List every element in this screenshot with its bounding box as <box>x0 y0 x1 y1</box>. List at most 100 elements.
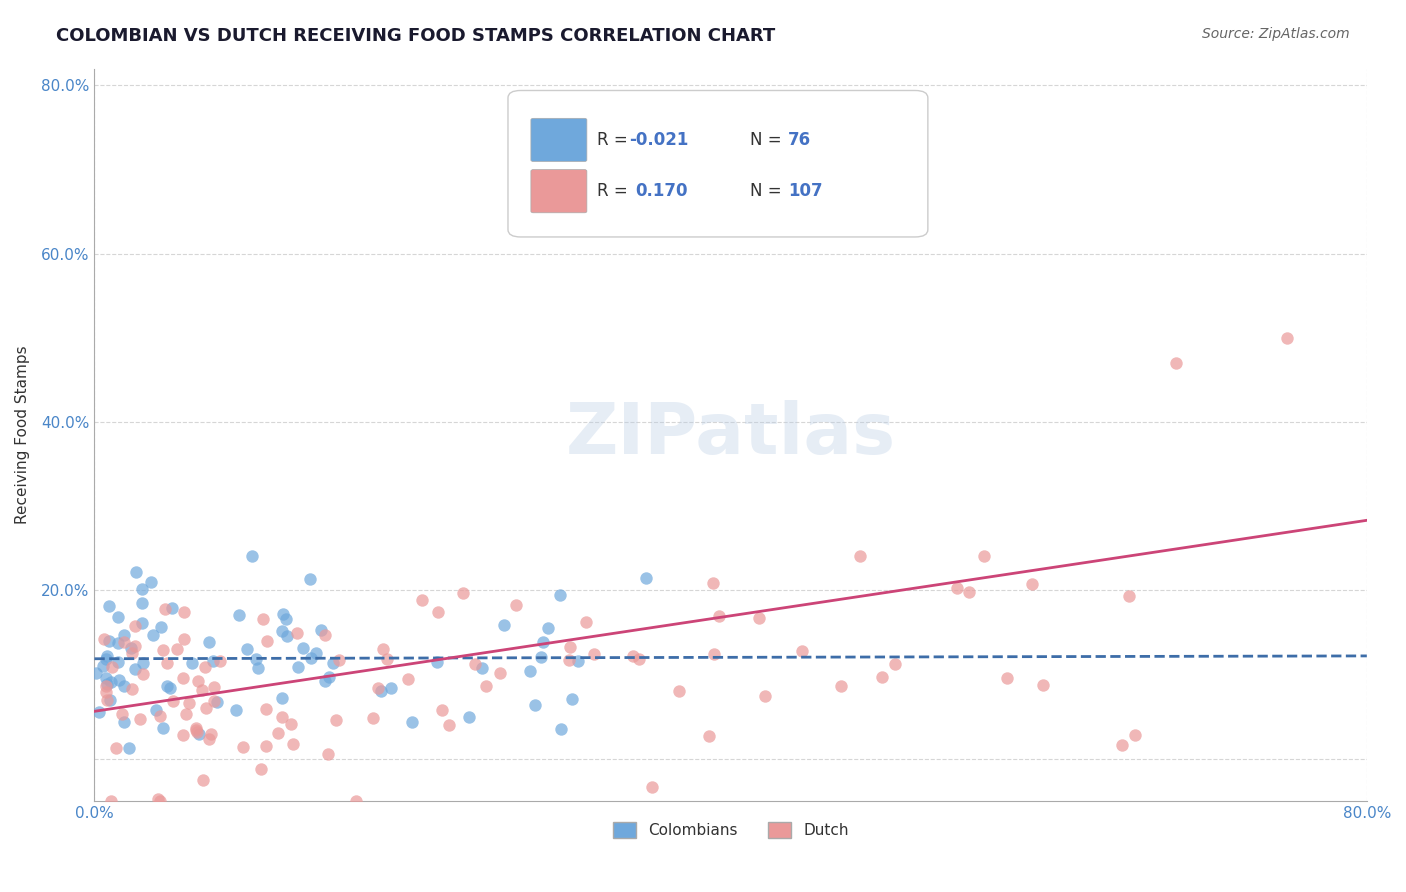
Point <box>1111 738 1133 752</box>
Point <box>995 671 1018 685</box>
Point <box>125 566 148 580</box>
Point <box>314 674 336 689</box>
Point <box>531 635 554 649</box>
Point <box>94 652 117 666</box>
Point <box>91 659 114 673</box>
Point <box>697 729 720 743</box>
Point <box>451 586 474 600</box>
Point <box>561 221 583 235</box>
FancyBboxPatch shape <box>508 90 928 237</box>
Text: ZIPatlas: ZIPatlas <box>565 401 896 469</box>
Point <box>271 607 294 622</box>
Point <box>583 647 606 661</box>
Point <box>870 670 893 684</box>
Point <box>121 647 143 661</box>
Point <box>177 696 200 710</box>
Point <box>101 659 124 673</box>
Point <box>519 664 541 678</box>
Text: 76: 76 <box>787 130 811 149</box>
Point <box>112 634 135 648</box>
Point <box>107 609 129 624</box>
Point <box>173 632 195 646</box>
Point <box>112 628 135 642</box>
Point <box>668 684 690 698</box>
Text: Source: ZipAtlas.com: Source: ZipAtlas.com <box>1202 27 1350 41</box>
Point <box>142 628 165 642</box>
Point <box>149 620 172 634</box>
Point <box>314 627 336 641</box>
Point <box>574 615 596 629</box>
Point <box>172 671 194 685</box>
Point <box>270 690 292 705</box>
Point <box>202 680 225 694</box>
Point <box>96 677 118 691</box>
Point <box>112 714 135 729</box>
Point <box>370 684 392 698</box>
Point <box>883 657 905 671</box>
Point <box>184 723 207 737</box>
Point <box>815 179 838 194</box>
Point <box>280 716 302 731</box>
Point <box>375 652 398 666</box>
Point <box>198 731 221 746</box>
Point <box>252 612 274 626</box>
Point <box>236 642 259 657</box>
Point <box>627 651 650 665</box>
Point <box>93 632 115 646</box>
Point <box>249 763 271 777</box>
Point <box>191 772 214 787</box>
Point <box>274 612 297 626</box>
Point <box>105 740 128 755</box>
Point <box>471 661 494 675</box>
Point <box>107 636 129 650</box>
Point <box>437 718 460 732</box>
Point <box>1118 589 1140 603</box>
Point <box>561 692 583 706</box>
Point <box>361 711 384 725</box>
Point <box>411 593 433 607</box>
Point <box>209 655 232 669</box>
Point <box>1032 677 1054 691</box>
Point <box>707 608 730 623</box>
Point <box>132 667 155 681</box>
Point <box>194 660 217 674</box>
Point <box>754 689 776 703</box>
Point <box>173 605 195 619</box>
Point <box>285 626 308 640</box>
Point <box>267 726 290 740</box>
Point <box>87 706 110 720</box>
Point <box>131 615 153 630</box>
Point <box>201 654 224 668</box>
Point <box>94 685 117 699</box>
Point <box>973 549 995 563</box>
Point <box>396 672 419 686</box>
Point <box>202 694 225 708</box>
Point <box>276 629 298 643</box>
Point <box>232 740 254 755</box>
Point <box>112 679 135 693</box>
Point <box>200 727 222 741</box>
Point <box>328 653 350 667</box>
Point <box>84 666 107 681</box>
Text: R =: R = <box>598 182 633 200</box>
Point <box>1123 728 1146 742</box>
Point <box>254 739 277 754</box>
Point <box>316 747 339 761</box>
Point <box>188 727 211 741</box>
Point <box>155 602 177 616</box>
Text: -0.021: -0.021 <box>628 130 688 149</box>
Point <box>367 681 389 695</box>
Point <box>124 662 146 676</box>
Point <box>703 647 725 661</box>
Point <box>505 598 527 612</box>
Point <box>945 581 967 595</box>
Text: 107: 107 <box>787 182 823 200</box>
Point <box>322 656 344 670</box>
Point <box>132 656 155 670</box>
Point <box>430 703 453 717</box>
Point <box>148 794 170 808</box>
Point <box>145 703 167 717</box>
Point <box>174 707 197 722</box>
Point <box>401 715 423 730</box>
Point <box>149 709 172 723</box>
